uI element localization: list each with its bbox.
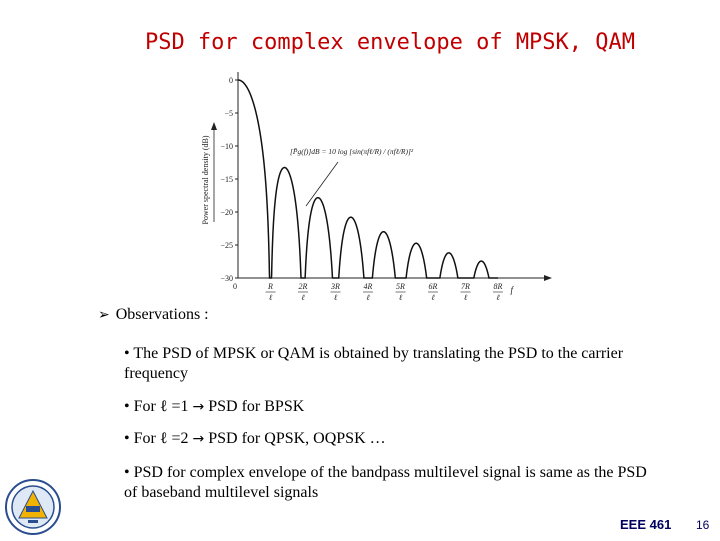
y-tick-label: −15 — [220, 175, 233, 184]
course-code: EEE 461 — [620, 517, 671, 532]
right-arrow-icon: → — [193, 399, 205, 415]
arrow-bullet-icon: ➢ — [98, 307, 110, 323]
bullet-text-tail: PSD for QPSK, OQPSK … — [208, 430, 385, 447]
chart-ticks: 0 −5 −10 −15 −20 −25 −30 Power spectral density… — [201, 76, 515, 302]
chart-axes — [238, 72, 552, 281]
x-tick-numerator: 8R — [494, 282, 503, 291]
psd-curve-line — [238, 80, 498, 278]
psd-chart-svg: 0 −5 −10 −15 −20 −25 −30 Power spectral density… — [190, 70, 560, 310]
y-tick-label: −10 — [220, 142, 233, 151]
x-tick-numerator: 7R — [461, 282, 470, 291]
bullet-bpsk: • For ℓ =1 → PSD for BPSK — [124, 397, 664, 417]
x-tick-numerator: 5R — [396, 282, 405, 291]
x-tick-numerator: 4R — [364, 282, 373, 291]
x-axis-label: f — [511, 285, 515, 295]
university-seal-icon — [4, 478, 62, 536]
chart-annotation: [P̄g(f)]dB = 10 log [sin(πfℓ/R) / (πfℓ/R… — [290, 147, 414, 156]
x-tick-denominator: ℓ — [366, 293, 370, 302]
bullet-text: • PSD for complex envelope of the bandpa… — [124, 464, 647, 501]
x-tick-numerator: 3R — [330, 282, 340, 291]
right-arrow-icon: → — [193, 431, 205, 447]
x-axis-arrowhead — [544, 275, 552, 281]
chart-annotation-group: [P̄g(f)]dB = 10 log [sin(πfℓ/R) / (πfℓ/R… — [290, 147, 414, 206]
psd-chart: 0 −5 −10 −15 −20 −25 −30 Power spectral density… — [190, 70, 560, 310]
bullet-baseband: • PSD for complex envelope of the bandpa… — [124, 463, 664, 503]
chart-curve — [238, 80, 498, 278]
slide-title: PSD for complex envelope of MPSK, QAM — [0, 30, 720, 55]
observations-heading: ➢ Observations : — [98, 306, 209, 324]
x-tick-denominator: ℓ — [464, 293, 468, 302]
bullet-text-tail: PSD for BPSK — [208, 398, 304, 415]
bullet-text: • For ℓ =1 — [124, 398, 189, 415]
y-label-arrowhead — [211, 122, 217, 130]
x-tick-denominator: ℓ — [269, 293, 273, 302]
x-tick-denominator: ℓ — [301, 293, 305, 302]
observations-label: Observations : — [116, 306, 209, 324]
y-tick-label: −20 — [220, 208, 233, 217]
x-tick-numerator: 2R — [299, 282, 308, 291]
annotation-leader — [306, 162, 338, 206]
bullet-text: • The PSD of MPSK or QAM is obtained by … — [124, 345, 623, 382]
y-tick-label: 0 — [229, 76, 233, 85]
y-tick-label: −30 — [220, 274, 233, 283]
y-tick-label: −5 — [224, 109, 233, 118]
x-tick-numerator: R — [267, 282, 273, 291]
bullet-translation: • The PSD of MPSK or QAM is obtained by … — [124, 344, 664, 384]
page-number: 16 — [696, 518, 709, 532]
x-tick-denominator: ℓ — [496, 293, 500, 302]
bullet-text: • For ℓ =2 — [124, 430, 189, 447]
x-tick-label: 0 — [233, 282, 237, 291]
x-tick-numerator: 6R — [429, 282, 438, 291]
bullet-qpsk: • For ℓ =2 → PSD for QPSK, OQPSK … — [124, 429, 664, 449]
x-tick-denominator: ℓ — [399, 293, 403, 302]
x-tick-denominator: ℓ — [334, 293, 338, 302]
y-axis-label: Power spectral density (dB) — [201, 135, 210, 224]
x-tick-denominator: ℓ — [431, 293, 435, 302]
y-tick-label: −25 — [220, 241, 233, 250]
